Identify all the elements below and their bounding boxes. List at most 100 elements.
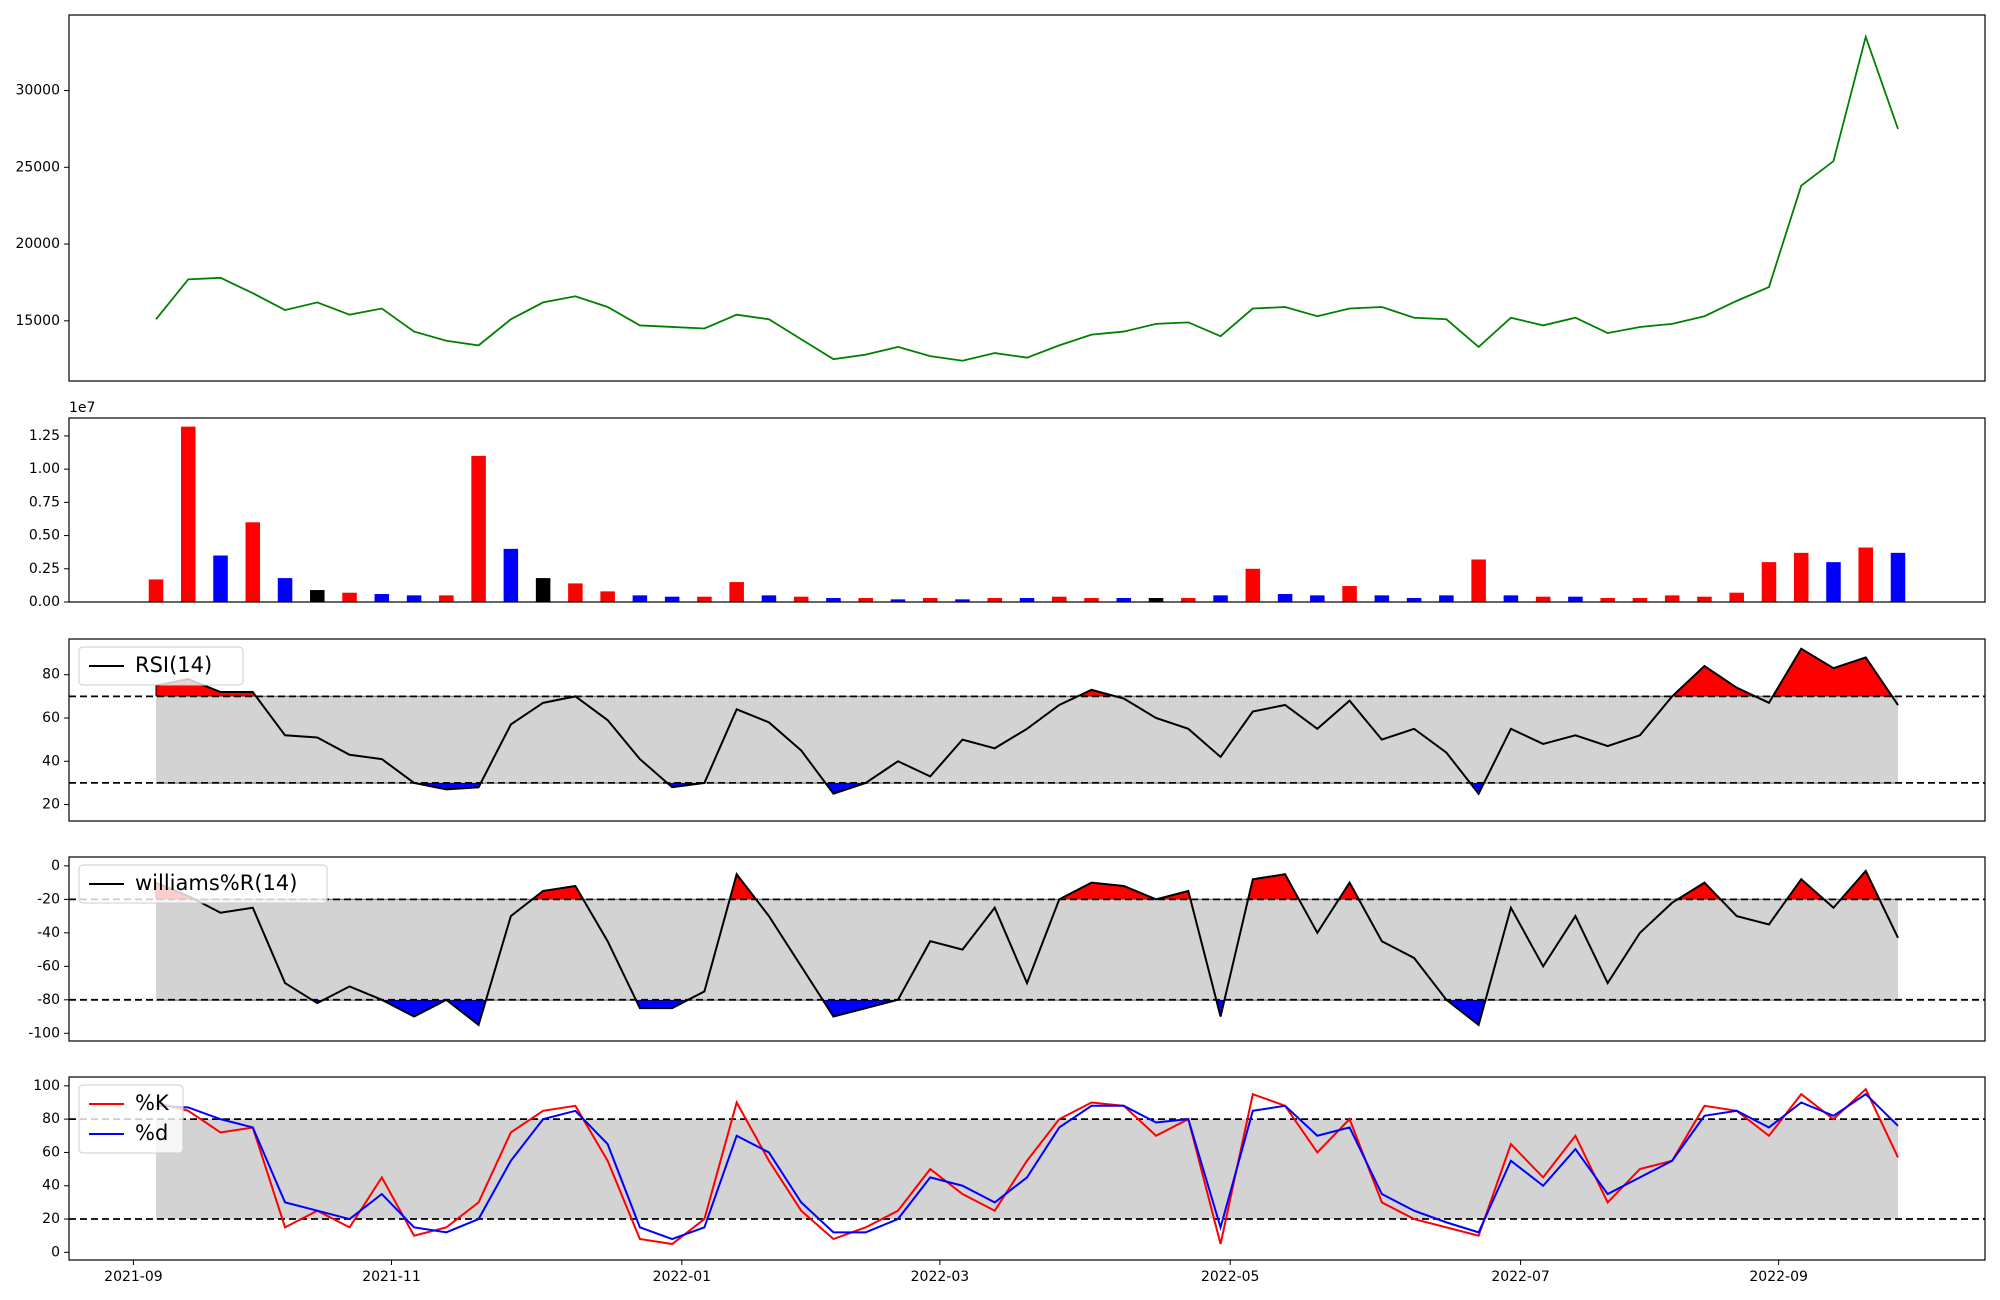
plot-area (155, 33, 1899, 362)
volume-bar (1213, 595, 1228, 602)
legend-box (78, 646, 244, 686)
y-tick-label: 0.00 (29, 594, 60, 610)
axes-frame (68, 417, 1986, 603)
plot-area (69, 869, 1985, 1027)
volume-bar (1148, 598, 1164, 602)
indicator-line (155, 647, 1899, 796)
indicator-line (155, 1092, 1899, 1241)
volume-bar (1729, 592, 1744, 602)
volume-bar (148, 579, 164, 602)
x-tick-label: 2022-03 (911, 1269, 970, 1285)
volume-bar (342, 592, 357, 602)
x-tick-label: 2022-09 (1749, 1269, 1808, 1285)
y-tick-label: -80 (37, 992, 60, 1008)
y-tick-label: 80 (42, 1111, 60, 1127)
y-tick-label: 0 (51, 1244, 60, 1260)
volume-bar (697, 596, 712, 602)
y-tick-label: 60 (42, 1144, 60, 1160)
volume-bar (1535, 596, 1551, 602)
volume-bar (277, 578, 293, 602)
y-tick-label: 20 (42, 1211, 60, 1227)
indicator-line (155, 869, 1899, 1027)
y-tick-label: 100 (33, 1078, 60, 1094)
price-line (155, 33, 1899, 362)
volume-bar (374, 594, 390, 602)
y-tick-label: 0.25 (29, 561, 60, 577)
volume-bar (1245, 568, 1261, 602)
volume-bar (1019, 598, 1035, 602)
y-tick-label: -20 (37, 891, 60, 907)
volume-bar (987, 598, 1002, 602)
x-tick-label: 2022-01 (653, 1269, 712, 1285)
x-tick-label: 2022-07 (1491, 1269, 1550, 1285)
axes-frame (68, 1076, 1986, 1261)
y-tick-label: -100 (28, 1025, 60, 1041)
y-tick-label: 1.00 (29, 461, 60, 477)
volume-bar (1826, 562, 1841, 602)
volume-bar (1342, 586, 1357, 602)
volume-bar (826, 598, 841, 602)
volume-bar (729, 582, 744, 602)
volume-bar (1761, 562, 1777, 602)
volume-bar (600, 591, 615, 602)
volume-bar (1793, 552, 1809, 602)
plot-area (69, 647, 1985, 796)
volume-bar (664, 596, 680, 602)
volume-bar (761, 595, 777, 602)
legend-box (78, 1084, 184, 1154)
legend-box (78, 864, 328, 904)
axes-frame (68, 856, 1986, 1042)
volume-bar (1374, 595, 1390, 602)
legend-label: %d (135, 1121, 168, 1145)
legend-label: williams%R(14) (135, 871, 297, 895)
y-tick-label: 0.75 (29, 494, 60, 510)
volume-bar (922, 598, 938, 602)
y-tick-label: 1.25 (29, 428, 60, 444)
volume-bar (181, 426, 196, 602)
y-tick-label: -40 (37, 925, 60, 941)
volume-bar (406, 595, 422, 602)
volume-bar (890, 599, 906, 602)
y-tick-label: 0 (51, 858, 60, 874)
y-tick-label: 15000 (15, 313, 60, 329)
y-tick-label: 40 (42, 753, 60, 769)
y-tick-label: -60 (37, 958, 60, 974)
volume-bar (1664, 595, 1680, 602)
volume-bar (793, 596, 809, 602)
volume-bar (1890, 552, 1906, 602)
x-tick-label: 2022-05 (1201, 1269, 1260, 1285)
axes-frame (68, 638, 1986, 822)
volume-bar (213, 555, 228, 602)
legend-label: RSI(14) (135, 653, 212, 677)
volume-bar (1116, 598, 1132, 602)
volume-bar (1568, 596, 1583, 602)
volume-bar (1471, 559, 1486, 602)
volume-bar (1310, 595, 1325, 602)
volume-bar (471, 455, 486, 602)
y-tick-label: 0.50 (29, 528, 60, 544)
volume-bar (1697, 596, 1712, 602)
neutral-band (156, 1119, 1898, 1220)
volume-bar (955, 599, 970, 602)
y-tick-label: 60 (42, 710, 60, 726)
y-tick-label: 20000 (15, 236, 60, 252)
volume-bar (503, 548, 519, 602)
volume-bar (245, 522, 261, 602)
axes-frame (68, 14, 1986, 382)
volume-bar (1439, 595, 1454, 602)
x-tick-label: 2021-09 (104, 1269, 163, 1285)
volume-bar (858, 598, 873, 602)
y-tick-label: 40 (42, 1178, 60, 1194)
plot-area (69, 1087, 1985, 1246)
legend-label: %K (135, 1091, 170, 1115)
volume-bar (535, 578, 551, 602)
volume-bar (1632, 598, 1648, 602)
neutral-band (156, 696, 1898, 783)
volume-bar (1406, 598, 1422, 602)
volume-bar (1277, 594, 1293, 602)
offset-label: 1e7 (69, 400, 95, 416)
volume-bar (1084, 598, 1099, 602)
plot-area (148, 426, 1906, 602)
